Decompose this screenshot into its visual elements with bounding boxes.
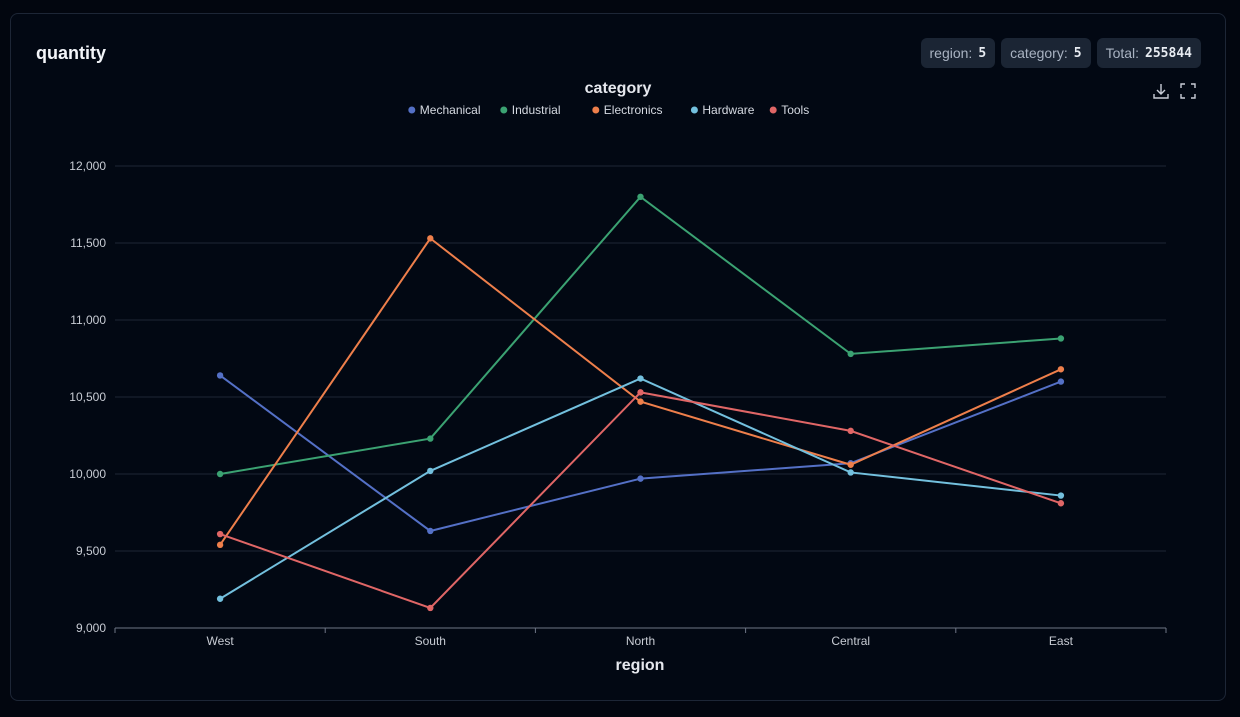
y-axis: 9,000 9,500 10,000 10,500 11,000 11,500 12,000 [69,159,106,635]
legend-title: category [585,80,652,97]
data-point-industrial[interactable] [1057,335,1065,342]
badge-category-label: category: [1010,45,1068,61]
legend-item-industrial[interactable]: Industrial [500,103,561,117]
x-tick-label: West [207,634,235,648]
legend-item-hardware[interactable]: Hardware [690,103,755,117]
summary-badges: region: 5 category: 5 Total: 255844 [920,38,1201,68]
badge-total: Total: 255844 [1096,38,1201,68]
legend-item-mechanical[interactable]: Mechanical [408,103,481,117]
data-point-industrial[interactable] [637,193,644,200]
data-point-tools[interactable] [216,530,224,538]
card-title: quantity [36,43,106,63]
y-tick-label: 11,500 [70,236,106,250]
badge-total-value: 255844 [1145,45,1192,61]
badge-region-value: 5 [978,45,987,61]
x-tick-label: Central [831,634,870,648]
fullscreen-icon[interactable] [1179,82,1197,100]
badge-category-value: 5 [1073,45,1082,61]
data-point-electronics[interactable] [847,461,854,468]
data-point-electronics[interactable] [637,398,644,405]
legend-label: Tools [781,103,809,117]
legend-label: Mechanical [420,103,481,117]
data-point-hardware[interactable] [216,595,224,602]
data-point-mechanical[interactable] [1057,378,1065,385]
chart-card: quantity region: 5 category: 5 Total: 25… [10,13,1226,701]
legend-item-tools[interactable]: Tools [769,103,810,117]
data-point-industrial[interactable] [216,470,224,478]
legend: Mechanical Industrial Electronics Hardware T… [408,103,809,117]
series-line-tools [219,391,1062,610]
x-tick-label: East [1049,634,1074,648]
series-line-hardware [219,377,1062,600]
legend-label: Industrial [512,103,561,117]
legend-marker [408,106,416,114]
series-line-industrial [219,195,1061,475]
legend-marker [769,106,777,114]
data-point-hardware[interactable] [637,375,644,382]
x-axis-label: region [616,657,665,674]
badge-region: region: 5 [920,38,996,68]
badge-region-label: region: [929,45,973,61]
y-tick-label: 9,000 [76,621,106,635]
data-point-electronics[interactable] [427,235,434,242]
data-point-tools[interactable] [1057,500,1065,507]
data-point-hardware[interactable] [427,467,434,475]
badge-total-label: Total: [1105,45,1140,61]
gridlines [115,165,1166,552]
y-tick-label: 9,500 [76,544,106,558]
y-tick-label: 10,500 [69,390,106,404]
legend-item-electronics[interactable]: Electronics [592,103,662,117]
legend-marker [592,106,600,114]
x-tick-label: South [415,634,446,648]
y-tick-label: 11,000 [70,313,106,327]
data-point-industrial[interactable] [847,350,854,358]
x-tick-label: North [626,634,655,648]
data-point-electronics[interactable] [216,541,224,549]
y-tick-label: 10,000 [69,467,106,481]
data-point-hardware[interactable] [1057,492,1065,499]
data-point-hardware[interactable] [847,469,854,476]
legend-marker [500,106,508,114]
data-point-mechanical[interactable] [216,372,224,379]
badge-category: category: 5 [1001,38,1091,68]
chart-toolbar [1152,82,1197,100]
data-point-tools[interactable] [427,604,434,612]
data-point-mechanical[interactable] [637,475,644,482]
legend-marker [690,106,698,114]
data-point-mechanical[interactable] [427,527,434,535]
data-point-tools[interactable] [847,427,854,435]
series-layer [216,193,1065,612]
x-axis: West South North Central East [114,627,1167,648]
legend-label: Electronics [604,103,663,117]
data-point-tools[interactable] [637,389,644,396]
download-icon[interactable] [1152,82,1170,100]
legend-label: Hardware [702,103,754,117]
y-tick-label: 12,000 [69,159,106,173]
data-point-electronics[interactable] [1057,366,1065,373]
data-point-industrial[interactable] [427,435,434,442]
